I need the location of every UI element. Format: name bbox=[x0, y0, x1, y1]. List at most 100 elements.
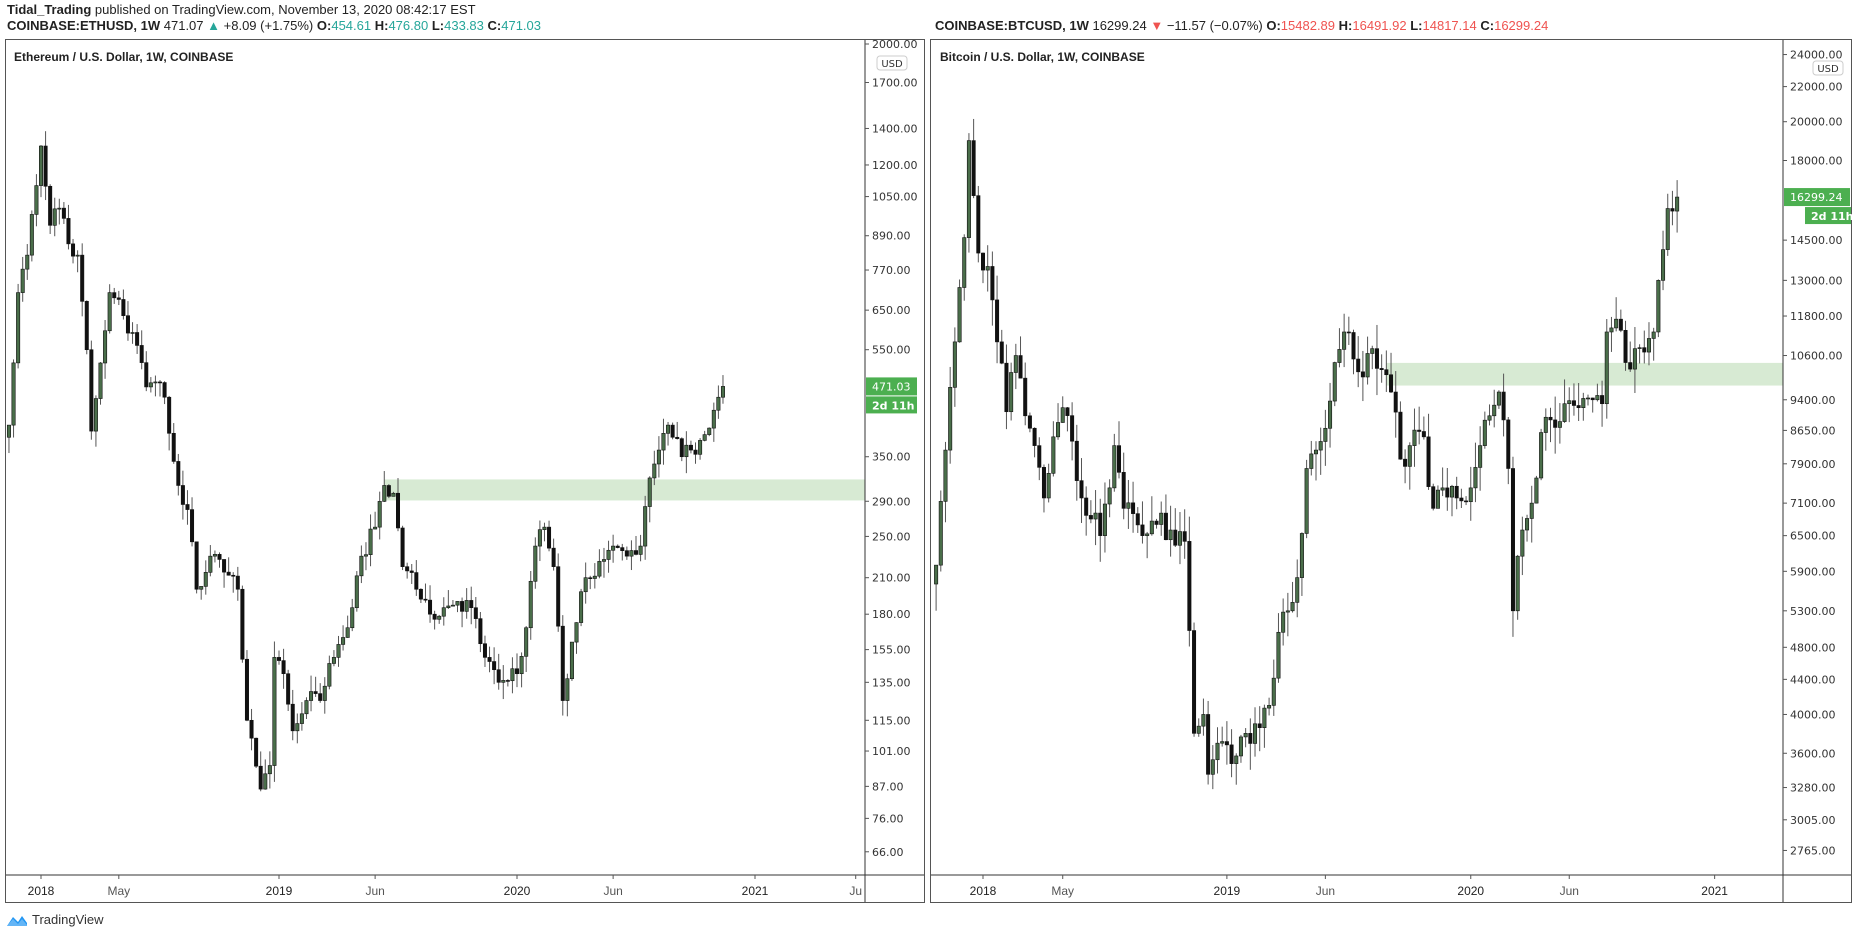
btc-x-tick-label: 2020 bbox=[1457, 884, 1484, 898]
eth-candle-down bbox=[162, 382, 167, 398]
btc-chart-title: Bitcoin / U.S. Dollar, 1W, COINBASE bbox=[940, 50, 1145, 64]
eth-x-tick-label: Jun bbox=[603, 884, 622, 898]
eth-candle-up bbox=[391, 492, 396, 497]
btc-x-tick-label: May bbox=[1051, 884, 1074, 898]
eth-candle-up bbox=[455, 601, 460, 606]
eth-candle-down bbox=[556, 566, 561, 627]
btc-countdown-badge bbox=[1805, 207, 1851, 225]
eth-candle-up bbox=[331, 657, 336, 664]
btc-candle-up bbox=[1159, 512, 1164, 525]
eth-chart-pane[interactable] bbox=[5, 39, 925, 903]
btc-symbol: COINBASE:BTCUSD, 1W bbox=[935, 18, 1089, 33]
btc-candle-up bbox=[966, 140, 971, 238]
btc-candle-up bbox=[1487, 415, 1492, 421]
eth-y-tick-label: 1200.00 bbox=[872, 159, 918, 172]
eth-candle-down bbox=[185, 504, 190, 510]
btc-candle-up bbox=[1435, 489, 1440, 509]
btc-candle-down bbox=[980, 252, 985, 271]
btc-candle-up bbox=[1520, 529, 1525, 557]
eth-candle-down bbox=[80, 254, 85, 302]
btc-candle-down bbox=[1628, 362, 1633, 370]
btc-candle-up bbox=[1201, 714, 1206, 727]
btc-candle-down bbox=[1618, 318, 1623, 331]
eth-candle-up bbox=[519, 656, 524, 675]
btc-candle-down bbox=[1154, 520, 1159, 525]
eth-candle-down bbox=[675, 436, 680, 439]
btc-candle-up bbox=[1482, 419, 1487, 446]
open-label: O: bbox=[1266, 18, 1281, 33]
btc-candle-up bbox=[1285, 610, 1290, 613]
eth-candle-up bbox=[345, 627, 350, 638]
eth-candle-down bbox=[61, 207, 66, 219]
eth-y-tick-label: 135.00 bbox=[872, 676, 911, 689]
eth-candle-down bbox=[624, 550, 629, 557]
eth-candle-down bbox=[693, 449, 698, 455]
eth-candle-up bbox=[299, 713, 304, 724]
eth-candle-down bbox=[121, 299, 126, 316]
eth-y-tick-label: 180.00 bbox=[872, 608, 911, 621]
eth-candle-up bbox=[363, 554, 368, 557]
eth-candle-up bbox=[647, 477, 652, 507]
btc-chart-pane[interactable] bbox=[930, 39, 1852, 903]
eth-currency-badge bbox=[876, 55, 908, 71]
eth-candle-down bbox=[194, 541, 199, 590]
eth-candle-up bbox=[336, 644, 341, 658]
eth-candle-down bbox=[313, 691, 318, 694]
btc-currency-label: USD bbox=[1817, 64, 1839, 75]
eth-support-zone bbox=[384, 479, 865, 501]
btc-x-tick-label: 2019 bbox=[1214, 884, 1241, 898]
eth-candle-up bbox=[359, 555, 364, 577]
eth-candle-up bbox=[611, 545, 616, 551]
btc-low: 14817.14 bbox=[1422, 18, 1477, 33]
tradingview-cloud-icon bbox=[7, 915, 27, 926]
tradingview-logo[interactable]: TradingView bbox=[6, 912, 104, 927]
eth-y-tick-label: 155.00 bbox=[872, 644, 911, 657]
btc-candle-down bbox=[1346, 331, 1351, 334]
btc-candle-down bbox=[1070, 415, 1075, 442]
eth-candle-down bbox=[180, 485, 185, 505]
btc-candle-up bbox=[1309, 453, 1314, 469]
eth-candle-up bbox=[98, 362, 103, 399]
eth-candle-down bbox=[158, 381, 163, 384]
up-arrow-icon: ▲ bbox=[207, 18, 221, 33]
eth-candle-down bbox=[492, 661, 497, 671]
eth-candle-down bbox=[620, 547, 625, 551]
btc-candle-up bbox=[1215, 742, 1220, 761]
eth-candle-up bbox=[20, 268, 25, 293]
eth-candle-up bbox=[698, 440, 703, 455]
eth-y-tick-label: 210.00 bbox=[872, 572, 911, 585]
eth-candle-up bbox=[652, 463, 657, 479]
btc-candle-down bbox=[995, 299, 1000, 343]
eth-x-tick-label: 2021 bbox=[742, 884, 769, 898]
btc-candle-up bbox=[1586, 397, 1591, 400]
eth-candle-up bbox=[322, 685, 327, 701]
btc-candle-up bbox=[1407, 445, 1412, 467]
eth-candle-up bbox=[569, 641, 574, 680]
eth-candle-up bbox=[684, 444, 689, 458]
btc-candle-up bbox=[1168, 529, 1173, 541]
btc-candle-down bbox=[1140, 524, 1145, 536]
eth-candle-down bbox=[167, 396, 172, 434]
eth-x-tick-label: 2018 bbox=[28, 884, 55, 898]
btc-candle-down bbox=[1431, 486, 1436, 509]
btc-candle-up bbox=[1562, 403, 1567, 422]
eth-candle-up bbox=[702, 434, 707, 441]
btc-candle-down bbox=[1121, 472, 1126, 509]
eth-candle-up bbox=[16, 292, 21, 364]
btc-candle-up bbox=[1534, 477, 1539, 504]
btc-candle-up bbox=[1337, 349, 1342, 363]
btc-candle-down bbox=[1023, 377, 1028, 417]
btc-candle-down bbox=[1421, 431, 1426, 438]
eth-low: 433.83 bbox=[444, 18, 484, 33]
author-name[interactable]: Tidal_Trading bbox=[7, 2, 92, 17]
btc-candle-up bbox=[1614, 318, 1619, 329]
btc-candle-up bbox=[1177, 531, 1182, 546]
btc-candle-down bbox=[1098, 512, 1103, 536]
btc-candle-up bbox=[1412, 429, 1417, 446]
btc-candle-up bbox=[1313, 449, 1318, 455]
eth-x-tick-label: 2020 bbox=[504, 884, 531, 898]
eth-candle-up bbox=[212, 554, 217, 557]
btc-candle-down bbox=[1398, 411, 1403, 460]
eth-candle-down bbox=[84, 301, 89, 351]
